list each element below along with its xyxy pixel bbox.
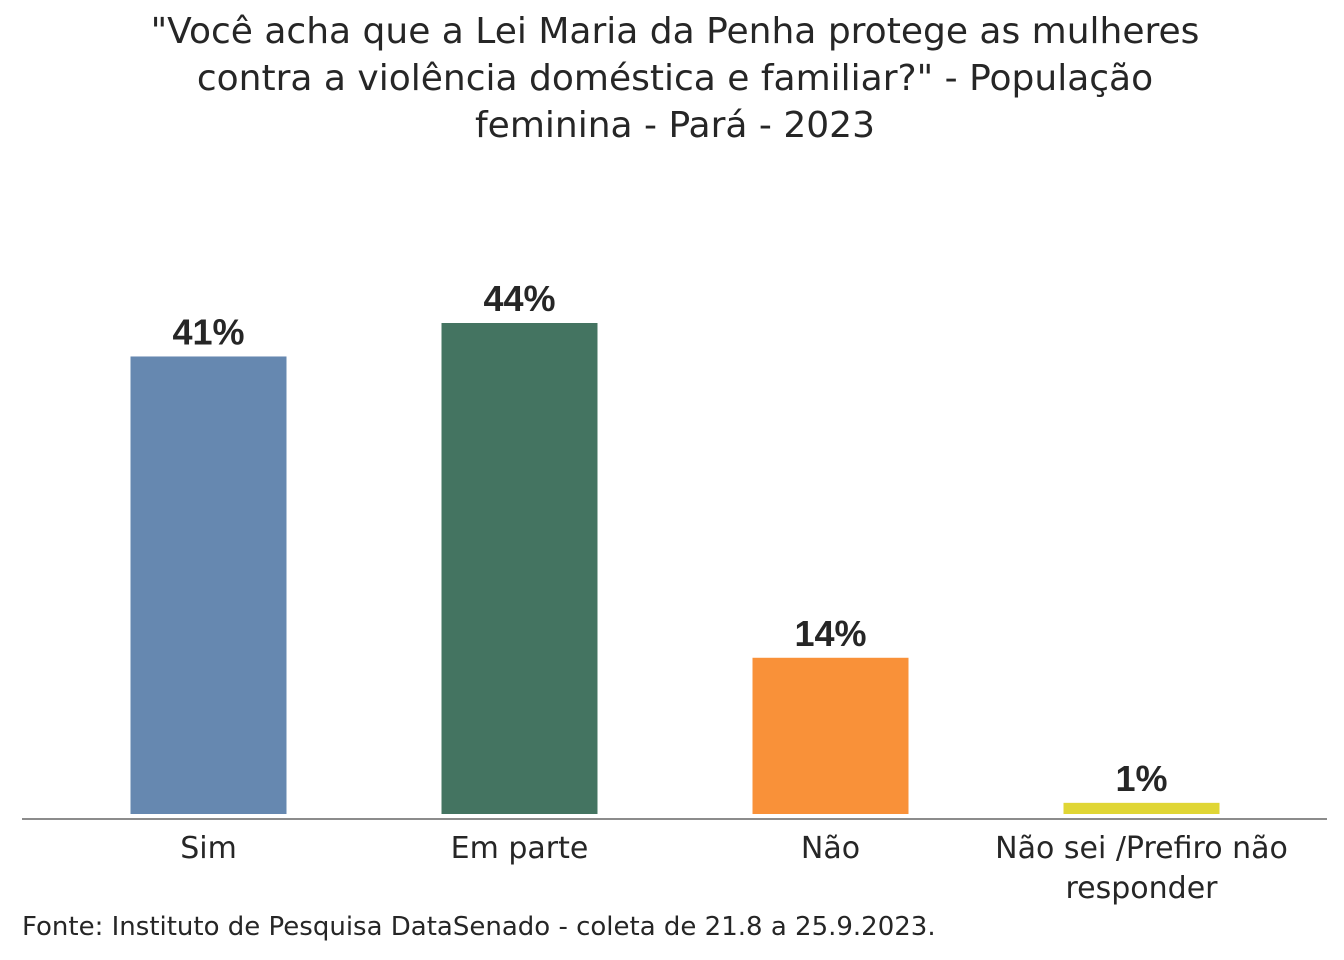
category-label: Sim [180,831,237,866]
chart-title-line: feminina - Pará - 2023 [475,105,875,146]
category-label: Não sei /Prefiro não responder [995,831,1288,906]
labels-group: 41% Sim 44% Em parte 14% Não 1% Não sei /Prefir… [172,278,1287,906]
category-label-line: responder [1065,871,1218,906]
data-label: 44% [483,278,555,319]
category-label-line: Em parte [451,831,589,866]
chart-title: "Você acha que a Lei Maria da Penha prot… [150,8,1200,149]
bars-group [130,323,1220,814]
bar-3 [1063,802,1220,814]
data-label: 41% [172,311,244,352]
category-label-line: Não sei /Prefiro não [995,831,1288,866]
category-label-line: Sim [180,831,237,866]
data-label: 14% [794,613,866,654]
chart-title-line: "Você acha que a Lei Maria da Penha prot… [150,11,1200,52]
category-label-line: Não [801,831,860,866]
chart-title-line: contra a violência doméstica e familiar?… [196,58,1154,99]
category-label: Não [801,831,860,866]
data-label: 1% [1115,758,1167,799]
source-note: Fonte: Instituto de Pesquisa DataSenado … [22,912,936,942]
category-label: Em parte [451,831,589,866]
bar-1 [441,323,598,814]
bar-0 [130,356,287,814]
bar-2 [752,657,909,814]
